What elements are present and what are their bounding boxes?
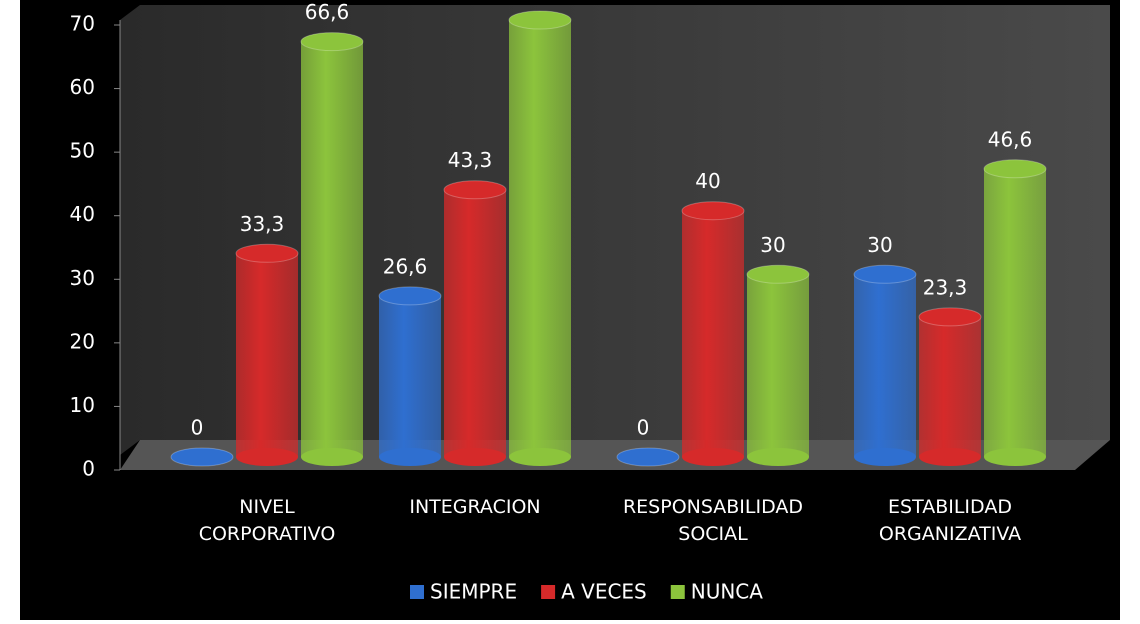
value-label: 23,3 <box>923 275 968 299</box>
bar-top <box>443 180 507 200</box>
bar-top <box>918 307 982 327</box>
bar-body <box>236 253 298 457</box>
y-tick-label: 50 <box>70 139 95 163</box>
legend-label: SIEMPRE <box>430 580 517 604</box>
value-label: 26,6 <box>383 254 428 278</box>
y-tick-label: 40 <box>70 202 95 226</box>
bar-body <box>854 274 916 457</box>
legend-swatch <box>541 585 556 599</box>
legend-label: NUNCA <box>691 580 764 604</box>
bar-body <box>379 295 441 457</box>
bar-body <box>682 210 744 457</box>
legend-label: A VECES <box>561 580 647 604</box>
legend-swatch <box>410 585 424 599</box>
bar-top <box>170 447 234 467</box>
bar <box>235 243 299 466</box>
value-label: 66,6 <box>305 0 350 24</box>
value-label: 0 <box>637 416 650 440</box>
bar <box>681 201 745 466</box>
bar-body <box>747 274 809 457</box>
bar <box>378 286 442 466</box>
bar-top <box>300 32 364 52</box>
bar-top <box>853 264 917 284</box>
bar-top <box>616 447 680 467</box>
bar <box>746 264 810 466</box>
value-label: 30 <box>867 233 892 257</box>
bar-top <box>746 264 810 284</box>
y-tick-label: 30 <box>70 266 95 290</box>
value-label: 40 <box>695 169 720 193</box>
y-tick-label: 20 <box>70 329 95 353</box>
bar-top <box>508 10 572 30</box>
bar-top <box>235 243 299 263</box>
y-tick-label: 70 <box>70 12 95 36</box>
value-label: 46,6 <box>988 127 1033 151</box>
y-tick-label: 10 <box>70 393 95 417</box>
bar-body <box>919 316 981 457</box>
bar <box>853 264 917 466</box>
y-tick-label: 0 <box>82 457 95 481</box>
bar <box>918 307 982 466</box>
bar <box>508 10 572 466</box>
y-tick-label: 60 <box>70 75 95 99</box>
bar <box>170 447 234 467</box>
bar-top <box>983 159 1047 179</box>
x-tick-label: INTEGRACION <box>409 496 541 518</box>
legend-swatch <box>670 585 685 599</box>
bar-body <box>301 41 363 457</box>
x-tick-label: NIVEL CORPORATIVO <box>198 496 336 545</box>
x-tick-label: RESPONSABILIDAD SOCIAL <box>622 496 804 545</box>
bar <box>300 32 364 466</box>
value-label: 43,3 <box>448 148 493 172</box>
value-label: 30 <box>760 233 785 257</box>
value-label: 0 <box>191 416 204 440</box>
bar-body <box>444 189 506 457</box>
bar-top <box>378 286 442 306</box>
bar-body <box>984 168 1046 457</box>
value-label: 33,3 <box>240 212 285 236</box>
bar <box>616 447 680 467</box>
x-tick-label: ESTABILIDAD ORGANIZATIVA <box>878 496 1022 545</box>
bar-top <box>681 201 745 221</box>
bar-body <box>509 20 571 457</box>
bar <box>443 180 507 466</box>
bar <box>983 159 1047 466</box>
